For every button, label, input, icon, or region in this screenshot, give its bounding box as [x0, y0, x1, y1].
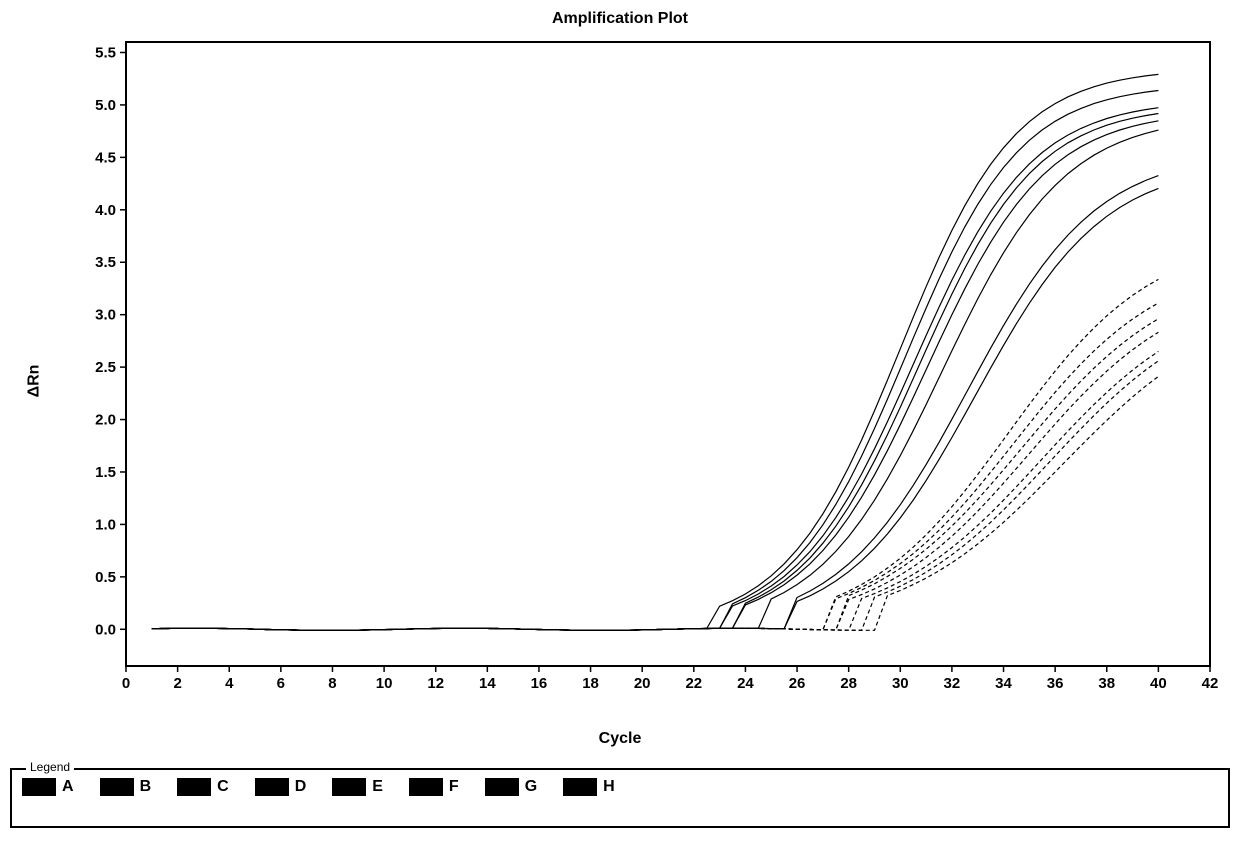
svg-text:4.5: 4.5 — [95, 149, 116, 166]
legend-title: Legend — [26, 760, 74, 774]
legend-label: F — [449, 778, 459, 796]
legend-label: E — [372, 778, 383, 796]
svg-text:28: 28 — [840, 675, 857, 692]
legend-label: C — [217, 778, 229, 796]
svg-text:6: 6 — [277, 675, 285, 692]
legend-label: B — [140, 778, 152, 796]
legend-item: C — [177, 778, 229, 796]
svg-text:14: 14 — [479, 675, 496, 692]
svg-text:16: 16 — [531, 675, 548, 692]
svg-text:0.5: 0.5 — [95, 569, 116, 586]
svg-text:24: 24 — [737, 675, 754, 692]
svg-text:26: 26 — [789, 675, 806, 692]
chart-container: Amplification Plot ΔRn 0.0 0.5 1.0 1.5 2.0 2.… — [10, 10, 1230, 828]
svg-text:12: 12 — [427, 675, 444, 692]
legend-box: Legend ABCDEFGH — [10, 768, 1230, 828]
legend-item: D — [255, 778, 307, 796]
svg-text:5.5: 5.5 — [95, 44, 116, 61]
svg-text:18: 18 — [582, 675, 599, 692]
svg-text:30: 30 — [892, 675, 909, 692]
legend-swatch — [485, 778, 519, 796]
legend-swatch — [563, 778, 597, 796]
y-axis-label: ΔRn — [25, 365, 43, 398]
svg-text:20: 20 — [634, 675, 651, 692]
svg-text:8: 8 — [328, 675, 336, 692]
svg-text:0.0: 0.0 — [95, 621, 116, 638]
legend-swatch — [255, 778, 289, 796]
legend-swatch — [22, 778, 56, 796]
legend-item: A — [22, 778, 74, 796]
legend-swatch — [332, 778, 366, 796]
legend-items: A B C D E F G H — [22, 778, 1218, 796]
svg-text:10: 10 — [376, 675, 393, 692]
legend-swatch — [100, 778, 134, 796]
svg-text:1.0: 1.0 — [95, 516, 116, 533]
svg-text:2.0: 2.0 — [95, 412, 116, 429]
legend-label: G — [525, 778, 537, 796]
svg-text:22: 22 — [685, 675, 702, 692]
svg-text:36: 36 — [1047, 675, 1064, 692]
legend-label: H — [603, 778, 615, 796]
svg-text:34: 34 — [995, 675, 1012, 692]
svg-text:42: 42 — [1202, 675, 1219, 692]
x-axis-label: Cycle — [10, 730, 1230, 748]
svg-text:1.5: 1.5 — [95, 464, 116, 481]
svg-text:0: 0 — [122, 675, 130, 692]
svg-text:2: 2 — [173, 675, 181, 692]
legend-swatch — [177, 778, 211, 796]
amplification-plot-svg: 0.00.51.01.52.02.53.03.54.04.55.05.50246… — [80, 36, 1220, 696]
svg-text:4: 4 — [225, 675, 234, 692]
svg-text:40: 40 — [1150, 675, 1167, 692]
legend-item: G — [485, 778, 537, 796]
svg-text:5.0: 5.0 — [95, 97, 116, 114]
svg-text:38: 38 — [1098, 675, 1115, 692]
svg-text:32: 32 — [944, 675, 961, 692]
plot-wrapper: 0.00.51.01.52.02.53.03.54.04.55.05.50246… — [80, 36, 1220, 696]
legend-swatch — [409, 778, 443, 796]
legend-item: F — [409, 778, 459, 796]
legend-item: B — [100, 778, 152, 796]
svg-text:3.5: 3.5 — [95, 254, 116, 271]
svg-text:4.0: 4.0 — [95, 202, 116, 219]
legend-item: E — [332, 778, 383, 796]
chart-title: Amplification Plot — [10, 10, 1230, 28]
chart-area: ΔRn 0.0 0.5 1.0 1.5 2.0 2.5 3.0 3.5 4.0 4.5 5.0 5.5… — [10, 36, 1230, 726]
legend-label: A — [62, 778, 74, 796]
svg-text:2.5: 2.5 — [95, 359, 116, 376]
legend-label: D — [295, 778, 307, 796]
legend-item: H — [563, 778, 615, 796]
svg-text:3.0: 3.0 — [95, 307, 116, 324]
